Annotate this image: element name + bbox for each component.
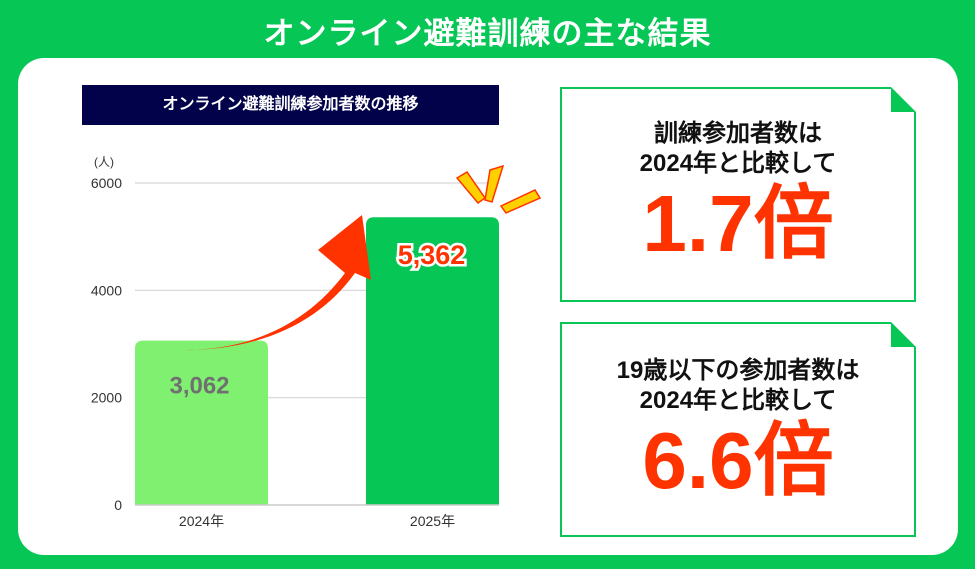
- data-label: 3,062: [169, 373, 229, 400]
- highlight-lead-line1: 訓練参加者数は: [654, 120, 822, 147]
- highlight-card-total: 訓練参加者数は 2024年と比較して 1.7倍: [560, 87, 916, 302]
- highlight-value: 6.6倍: [642, 416, 834, 505]
- bar-2024年: [135, 340, 268, 505]
- folded-corner-icon: [891, 87, 916, 112]
- growth-arrow-icon: [175, 215, 371, 351]
- x-tick-label: 2025年: [410, 513, 455, 529]
- bar-2025年: [366, 217, 499, 506]
- sparkle-icon: [499, 189, 542, 214]
- y-tick-label: 6000: [91, 175, 122, 191]
- y-axis-unit: (人): [94, 155, 114, 169]
- x-tick-label: 2024年: [179, 513, 224, 529]
- y-tick-label: 4000: [91, 282, 122, 298]
- y-tick-label: 2000: [91, 390, 122, 406]
- highlight-card-youth: 19歳以下の参加者数は 2024年と比較して 6.6倍: [560, 322, 916, 537]
- y-tick-label: 0: [114, 497, 122, 513]
- chart-title: オンライン避難訓練参加者数の推移: [82, 85, 499, 125]
- page-title: オンライン避難訓練の主な結果: [263, 16, 712, 51]
- highlight-value: 1.7倍: [642, 179, 834, 268]
- sparkle-icon: [455, 170, 487, 205]
- sparkle-icon: [484, 164, 505, 203]
- highlight-lead-line2: 2024年と比較して: [639, 150, 837, 177]
- data-label: 5,362: [398, 240, 466, 270]
- highlight-lead-line2: 2024年と比較して: [639, 387, 837, 414]
- folded-corner-icon: [891, 322, 916, 347]
- highlight-lead-line1: 19歳以下の参加者数は: [616, 357, 860, 384]
